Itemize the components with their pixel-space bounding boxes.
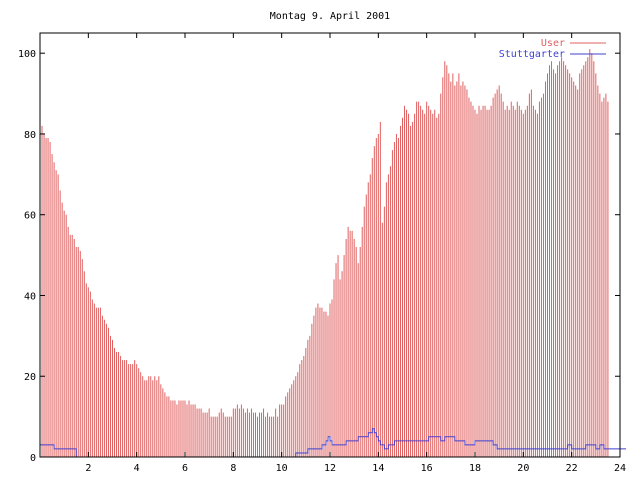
x-tick-label: 22 xyxy=(566,463,578,474)
stuttgarter-series-line xyxy=(40,428,627,458)
y-tick-label: 100 xyxy=(18,49,36,60)
x-tick-label: 2 xyxy=(85,463,91,474)
y-tick-label: 20 xyxy=(24,372,36,383)
y-tick-label: 80 xyxy=(24,130,36,141)
y-tick-label: 0 xyxy=(30,453,36,464)
y-tick-label: 40 xyxy=(24,291,36,302)
x-tick-label: 6 xyxy=(182,463,188,474)
x-tick-label: 16 xyxy=(421,463,433,474)
x-tick-label: 24 xyxy=(614,463,626,474)
chart-title: Montag 9. April 2001 xyxy=(270,11,390,22)
x-tick-label: 18 xyxy=(469,463,481,474)
user-series xyxy=(39,49,609,457)
legend: User Stuttgarter xyxy=(499,38,606,60)
legend-user-label: User xyxy=(541,38,565,49)
x-tick-label: 12 xyxy=(324,463,336,474)
x-tick-label: 4 xyxy=(134,463,140,474)
x-tick-label: 14 xyxy=(372,463,384,474)
y-tick-label: 60 xyxy=(24,211,36,222)
x-tick-label: 20 xyxy=(517,463,529,474)
legend-stuttgarter-label: Stuttgarter xyxy=(499,49,565,60)
x-tick-label: 8 xyxy=(230,463,236,474)
x-tick-label: 10 xyxy=(276,463,288,474)
